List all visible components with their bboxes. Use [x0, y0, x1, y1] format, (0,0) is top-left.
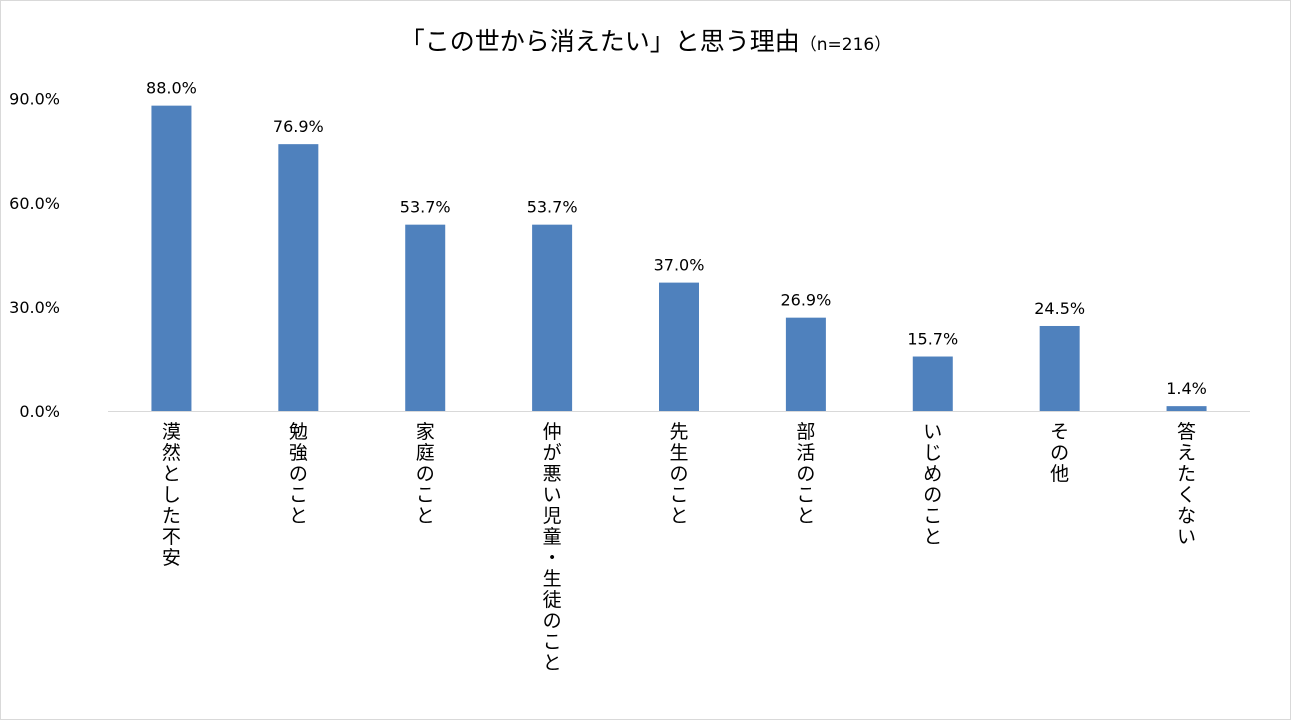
category-label-char: た [162, 505, 181, 527]
category-label-char: た [1177, 463, 1196, 485]
category-label-char: い [543, 484, 562, 506]
category-label-char: 答 [1177, 421, 1196, 443]
category-label-char: と [796, 505, 815, 527]
category-label-char: の [669, 463, 688, 485]
category-label-char: と [669, 505, 688, 527]
category-label-char: と [289, 505, 308, 527]
category-label-char: の [1050, 442, 1069, 464]
bar [151, 105, 192, 411]
category-label-char: と [543, 652, 562, 674]
data-label: 88.0% [146, 79, 197, 98]
category-label-char: い [1177, 526, 1196, 548]
category-label-char: い [923, 421, 942, 443]
category-label: その他 [1050, 421, 1069, 485]
bar [659, 282, 699, 411]
bar [532, 224, 573, 411]
category-label-char: し [162, 484, 181, 506]
category-label-char: が [543, 442, 562, 464]
category-label-char: 先 [669, 421, 688, 443]
category-label-char: の [796, 463, 815, 485]
chart-title-main: 「この世から消えたい」と思う理由 [399, 27, 800, 56]
y-tick-label: 60.0% [9, 194, 60, 213]
category-label-char: 庭 [416, 442, 435, 464]
category-label-char: 徒 [543, 589, 562, 611]
category-label-char: え [1177, 442, 1196, 464]
category-label-char: の [543, 610, 562, 632]
category-label-char: 児 [543, 505, 562, 527]
chart-title: 「この世から消えたい」と思う理由（n=216） [0, 22, 1291, 58]
category-label-char: 童 [543, 526, 562, 548]
bar [278, 144, 319, 412]
category-label-char: 漠 [162, 421, 181, 443]
chart-title-sample-size: （n=216） [799, 35, 892, 55]
category-label-char: く [1177, 484, 1196, 506]
category-label-char: 然 [162, 442, 181, 464]
data-label: 53.7% [400, 198, 451, 217]
category-label-char: の [289, 463, 308, 485]
category-label-char: 安 [162, 547, 181, 569]
category-label-char: こ [796, 484, 815, 506]
bar [405, 224, 446, 411]
category-label-char: な [1177, 505, 1196, 527]
category-label-char: と [162, 463, 181, 485]
category-label-char: 他 [1050, 463, 1069, 485]
category-label-char: 活 [796, 442, 815, 464]
y-tick-label: 0.0% [19, 402, 60, 421]
category-label-char: 家 [416, 421, 435, 443]
y-tick-label: 90.0% [9, 90, 60, 109]
category-label-char: 仲 [543, 421, 562, 443]
category-label-char: 生 [543, 568, 562, 590]
data-label: 37.0% [654, 256, 705, 275]
category-label-char: 強 [289, 442, 308, 464]
data-label: 15.7% [907, 330, 958, 349]
bar [785, 317, 826, 411]
data-label: 1.4% [1166, 379, 1207, 398]
data-label: 53.7% [527, 198, 578, 217]
data-label: 26.9% [780, 291, 831, 310]
category-label-char: こ [543, 631, 562, 653]
data-label: 24.5% [1034, 299, 1085, 318]
data-label: 76.9% [273, 117, 324, 136]
category-label-char: ・ [543, 547, 562, 569]
bar [1039, 325, 1080, 411]
category-label-char: の [416, 463, 435, 485]
category-label-char: の [923, 484, 942, 506]
category-label-char: じ [923, 442, 942, 464]
category-label-char: 生 [669, 442, 688, 464]
bar [912, 356, 953, 411]
category-label-char: 不 [162, 526, 181, 548]
category-label-char: 悪 [543, 463, 562, 485]
category-label-char: と [416, 505, 435, 527]
y-tick-label: 30.0% [9, 298, 60, 317]
category-label-char: そ [1050, 421, 1069, 443]
category-label-char: 勉 [289, 421, 308, 443]
category-label-char: め [923, 463, 942, 485]
category-label-char: 部 [796, 421, 815, 443]
category-label-char: こ [289, 484, 308, 506]
category-label-char: こ [669, 484, 688, 506]
bar [1166, 406, 1207, 411]
category-label-char: こ [416, 484, 435, 506]
category-label-char: こ [923, 505, 942, 527]
category-label-char: と [923, 526, 942, 548]
